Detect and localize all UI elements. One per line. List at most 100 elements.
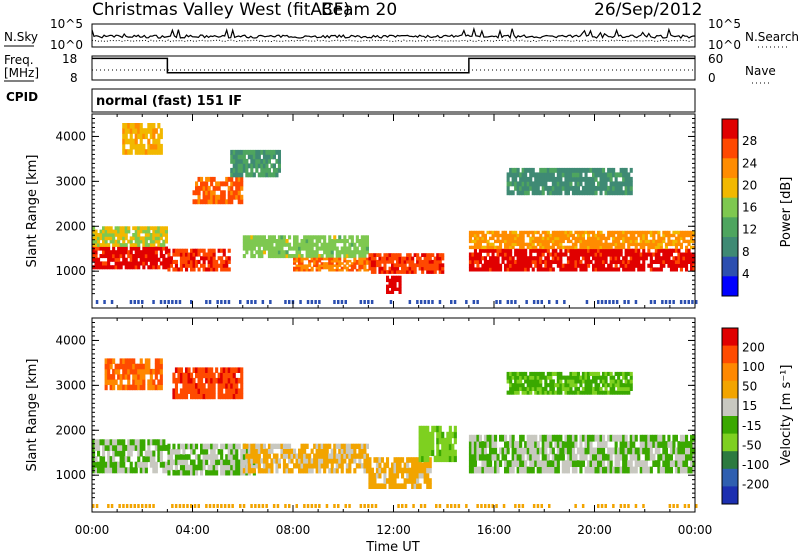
echo-cell (473, 242, 477, 247)
echo-cell (380, 483, 384, 489)
echo-cell (446, 431, 450, 439)
velocity-echoes (92, 358, 698, 508)
echo-cell (644, 233, 648, 238)
echo-cell (94, 261, 98, 266)
echo-cell (378, 270, 382, 274)
echo-cell (132, 439, 136, 446)
echo-cell (556, 167, 560, 173)
echo-cell (516, 248, 520, 253)
echo-cell (589, 460, 593, 467)
echo-cell (501, 453, 505, 461)
echo-cell (594, 379, 598, 384)
echo-cell (644, 447, 648, 455)
echo-cell (197, 459, 201, 466)
echo-cell (393, 275, 397, 280)
echo-cell (491, 441, 495, 448)
echo-cell (438, 266, 442, 271)
echo-cell (682, 259, 686, 264)
echo-cell (389, 300, 393, 304)
echo-cell (536, 267, 540, 272)
echo-cell (519, 434, 523, 442)
echo-cell (167, 259, 171, 264)
echo-cell (529, 167, 533, 173)
echo-cell (295, 453, 299, 459)
echo-cell (308, 458, 312, 464)
echo-cell (227, 259, 231, 264)
echo-cell (627, 245, 631, 250)
echo-cell (602, 379, 606, 384)
echo-cell (288, 468, 292, 474)
echo-cell (504, 434, 508, 442)
echo-cell (564, 383, 568, 388)
echo-cell (431, 425, 435, 433)
echo-cell (137, 149, 141, 155)
echo-cell (386, 284, 390, 288)
echo-cell (208, 504, 212, 508)
echo-cell (592, 371, 596, 376)
echo-cell (499, 233, 503, 238)
echo-cell (564, 185, 568, 191)
echo-cell (499, 252, 503, 257)
echo-cell (554, 181, 558, 187)
echo-cell (559, 259, 563, 264)
echo-cell (531, 386, 535, 391)
echo-cell (576, 386, 580, 391)
echo-cell (421, 462, 425, 469)
echo-cell (260, 172, 264, 178)
echo-cell (559, 379, 563, 384)
echo-cell (185, 372, 189, 379)
echo-cell (579, 390, 583, 395)
echo-cell (358, 254, 362, 259)
echo-cell (262, 154, 266, 160)
echo-cell (132, 138, 136, 145)
echo-cell (677, 453, 681, 461)
echo-cell (365, 259, 369, 263)
echo-cell (581, 256, 585, 261)
echo-cell (239, 300, 242, 304)
echo-cell (506, 236, 510, 241)
echo-cell (134, 374, 138, 380)
echo-cell (476, 504, 479, 508)
echo-cell (147, 123, 151, 129)
echo-cell (413, 263, 417, 268)
echo-cell (190, 388, 194, 394)
echo-cell (107, 236, 111, 241)
echo-cell (421, 467, 425, 474)
echo-cell (182, 393, 186, 400)
echo-cell (594, 434, 598, 442)
echo-cell (566, 263, 570, 268)
echo-cell (152, 300, 155, 304)
echo-cell (99, 229, 103, 234)
echo-cell (149, 254, 153, 259)
echo-cell (539, 460, 543, 467)
echo-cell (330, 257, 334, 261)
echo-cell (265, 172, 269, 178)
echo-cell (114, 233, 118, 237)
echo-cell (391, 263, 395, 268)
echo-cell (225, 199, 229, 205)
echo-cell (521, 242, 525, 247)
echo-cell (207, 252, 211, 257)
echo-cell (536, 300, 540, 304)
echo-cell (672, 447, 676, 455)
echo-cell (587, 375, 591, 380)
echo-cell (546, 242, 550, 247)
echo-cell (450, 504, 453, 508)
echo-cell (320, 257, 324, 261)
echo-cell (544, 259, 548, 264)
echo-cell (536, 447, 540, 455)
echo-cell (122, 229, 126, 234)
echo-cell (594, 242, 598, 247)
echo-cell (609, 167, 613, 173)
echo-cell (398, 253, 402, 257)
echo-cell (426, 266, 430, 271)
echo-cell (632, 233, 636, 238)
echo-cell (185, 459, 189, 466)
echo-cell (202, 252, 206, 257)
echo-cell (679, 230, 683, 235)
echo-cell (554, 233, 558, 238)
echo-cell (589, 167, 593, 173)
echo-cell (521, 460, 525, 467)
echo-cell (262, 242, 266, 247)
echo-cell (358, 268, 362, 272)
